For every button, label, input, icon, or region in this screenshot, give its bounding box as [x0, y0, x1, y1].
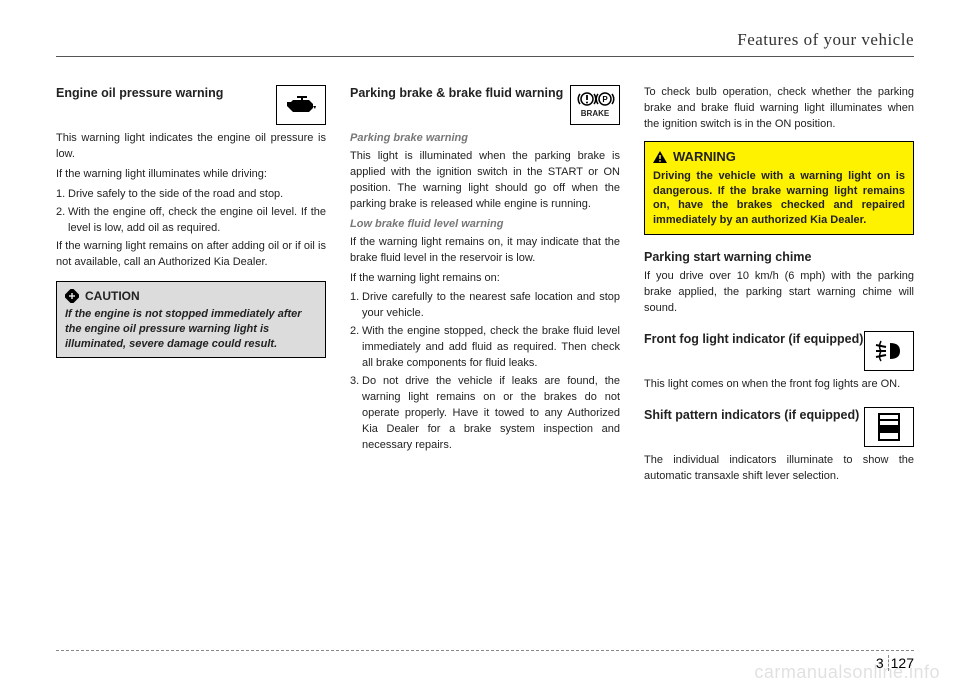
brake-p3: If the warning light remains on: — [350, 271, 620, 287]
list-item: 2.With the engine stopped, check the bra… — [350, 324, 620, 372]
warning-body: Driving the vehicle with a warning light… — [653, 169, 905, 228]
fog-light-icon — [864, 331, 914, 371]
fog-head: Front fog light indicator (if equipped) — [644, 331, 914, 371]
caution-box: CAUTION If the engine is not stopped imm… — [56, 281, 326, 359]
warning-box: WARNING Driving the vehicle with a warni… — [644, 141, 914, 235]
shift-body: The individual indicators illuminate to … — [644, 453, 914, 485]
chime-body: If you drive over 10 km/h (6 mph) with t… — [644, 269, 914, 317]
brake-icon-label: BRAKE — [581, 108, 609, 120]
page: Features of your vehicle Engine oil pres… — [0, 0, 960, 689]
brake-p1: This light is illuminated when the parki… — [350, 149, 620, 213]
fog-title: Front fog light indicator (if equipped) — [644, 331, 863, 347]
caution-label: CAUTION — [85, 288, 140, 305]
brake-p2: If the warning light remains on, it may … — [350, 235, 620, 267]
engine-oil-p1: This warning light indicates the engine … — [56, 131, 326, 163]
column-3: To check bulb operation, check whether t… — [644, 85, 914, 489]
brake-head: Parking brake & brake fluid warning — [350, 85, 620, 125]
warning-icon — [653, 151, 667, 164]
list-item: 2.With the engine off, check the engine … — [56, 205, 326, 237]
caution-icon — [65, 289, 79, 303]
svg-text:P: P — [602, 95, 608, 104]
brake-title: Parking brake & brake fluid warning — [350, 85, 563, 101]
page-header: Features of your vehicle — [56, 30, 914, 57]
chime-title: Parking start warning chime — [644, 249, 914, 265]
content-columns: Engine oil pressure warning This warning… — [56, 85, 914, 489]
list-item: 1.Drive safely to the side of the road a… — [56, 187, 326, 203]
caution-title-row: CAUTION — [65, 288, 317, 305]
parking-brake-subhead: Parking brake warning — [350, 131, 620, 147]
engine-oil-p3: If the warning light remains on after ad… — [56, 239, 326, 271]
brake-warning-icon: P BRAKE — [570, 85, 620, 125]
shift-pattern-icon — [864, 407, 914, 447]
shift-head: Shift pattern indicators (if equipped) — [644, 407, 914, 447]
caution-body: If the engine is not stopped immediately… — [65, 307, 317, 352]
warning-label: WARNING — [673, 148, 736, 167]
column-1: Engine oil pressure warning This warning… — [56, 85, 326, 489]
list-item: 3.Do not drive the vehicle if leaks are … — [350, 374, 620, 454]
engine-oil-title: Engine oil pressure warning — [56, 85, 223, 101]
low-fluid-subhead: Low brake fluid level warning — [350, 217, 620, 233]
shift-title: Shift pattern indicators (if equipped) — [644, 407, 859, 423]
engine-oil-head: Engine oil pressure warning — [56, 85, 326, 125]
oil-pressure-icon — [276, 85, 326, 125]
header-title: Features of your vehicle — [737, 30, 914, 49]
bulb-check: To check bulb operation, check whether t… — [644, 85, 914, 133]
watermark: carmanualsonline.info — [754, 662, 940, 683]
list-item: 1.Drive carefully to the nearest safe lo… — [350, 290, 620, 322]
engine-oil-p2: If the warning light illuminates while d… — [56, 167, 326, 183]
warning-title-row: WARNING — [653, 148, 905, 167]
column-2: Parking brake & brake fluid warning — [350, 85, 620, 489]
fog-body: This light comes on when the front fog l… — [644, 377, 914, 393]
